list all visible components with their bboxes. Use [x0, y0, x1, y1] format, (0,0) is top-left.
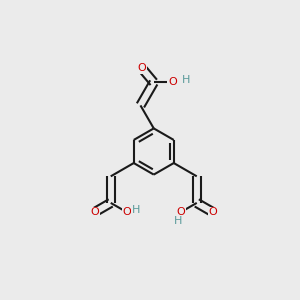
Text: O: O	[168, 77, 177, 87]
Text: O: O	[176, 207, 185, 217]
Text: O: O	[137, 63, 146, 73]
Text: O: O	[90, 207, 99, 217]
Text: H: H	[174, 216, 182, 226]
Text: O: O	[208, 207, 217, 217]
Text: H: H	[182, 75, 190, 85]
Text: O: O	[122, 207, 131, 217]
Text: H: H	[132, 205, 140, 215]
